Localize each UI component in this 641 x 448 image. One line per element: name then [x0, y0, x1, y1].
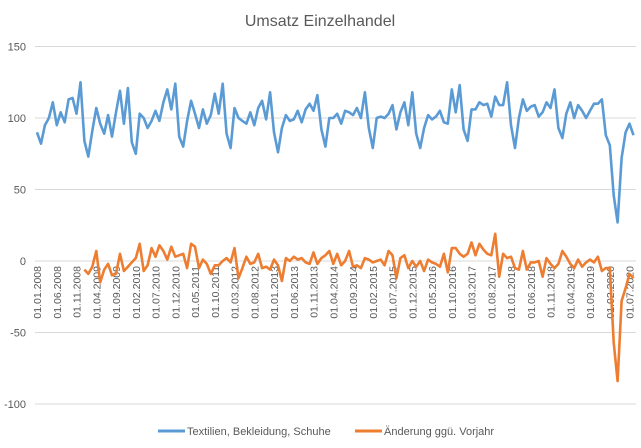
x-tick-label: 01.11.2013	[309, 266, 321, 318]
x-tick-label: 01.08.2017	[486, 266, 498, 319]
x-tick-label: 01.06.2013	[289, 266, 301, 319]
x-tick-label: 01.06.2008	[52, 266, 64, 319]
x-tick-label: 01.02.2015	[368, 266, 380, 319]
x-tick-label: 01.12.2015	[407, 266, 419, 319]
y-axis: -100 -50 0 50 100 150	[4, 42, 26, 412]
x-tick-label: 01.01.2008	[32, 266, 44, 319]
x-tick-label: 01.03.2017	[467, 266, 479, 319]
y-tick-label: 150	[8, 42, 26, 54]
x-tick-label: 01.01.2018	[506, 266, 518, 319]
series-line-textilien	[35, 81, 635, 224]
x-tick-label: 01.08.2012	[249, 266, 261, 319]
y-tick-label: 0	[20, 256, 26, 268]
x-tick-label: 01.12.2010	[170, 266, 182, 319]
x-tick-label: 01.04.2019	[565, 266, 577, 319]
y-tick-label: 50	[14, 185, 26, 197]
legend: Textilien, Bekleidung, Schuhe Änderung g…	[158, 426, 494, 438]
x-tick-label: 01.01.2013	[269, 266, 281, 319]
gridlines	[35, 46, 636, 405]
x-tick-label: 01.09.2019	[585, 266, 597, 319]
legend-label-aenderung: Änderung ggü. Vorjahr	[384, 426, 494, 438]
x-tick-label: 01.05.2011	[190, 266, 202, 318]
x-tick-label: 01.10.2011	[210, 266, 222, 318]
y-tick-label: -50	[10, 328, 26, 340]
y-tick-label: 100	[8, 113, 26, 125]
x-tick-label: 01.07.2010	[151, 266, 163, 319]
x-tick-label: 01.06.2018	[526, 266, 538, 319]
x-tick-label: 01.10.2016	[447, 266, 459, 319]
chart-title: Umsatz Einzelhandel	[245, 13, 395, 30]
x-tick-label: 01.09.2014	[348, 266, 360, 319]
x-tick-label: 01.11.2018	[546, 266, 558, 318]
legend-label-textilien: Textilien, Bekleidung, Schuhe	[187, 426, 331, 438]
x-axis: 01.01.2008 01.06.2008 01.11.2008 01.04.2009…	[32, 266, 637, 319]
x-tick-label: 01.02.2010	[131, 266, 143, 319]
y-tick-label: -100	[4, 399, 26, 411]
x-tick-label: 01.11.2008	[72, 266, 84, 318]
series-line-aenderung	[83, 232, 635, 383]
x-tick-label: 01.05.2016	[427, 266, 439, 319]
x-tick-label: 01.04.2014	[328, 266, 340, 319]
x-tick-label: 01.04.2009	[91, 266, 103, 319]
series-lines	[35, 81, 635, 383]
x-tick-label: 01.09.2009	[111, 266, 123, 319]
